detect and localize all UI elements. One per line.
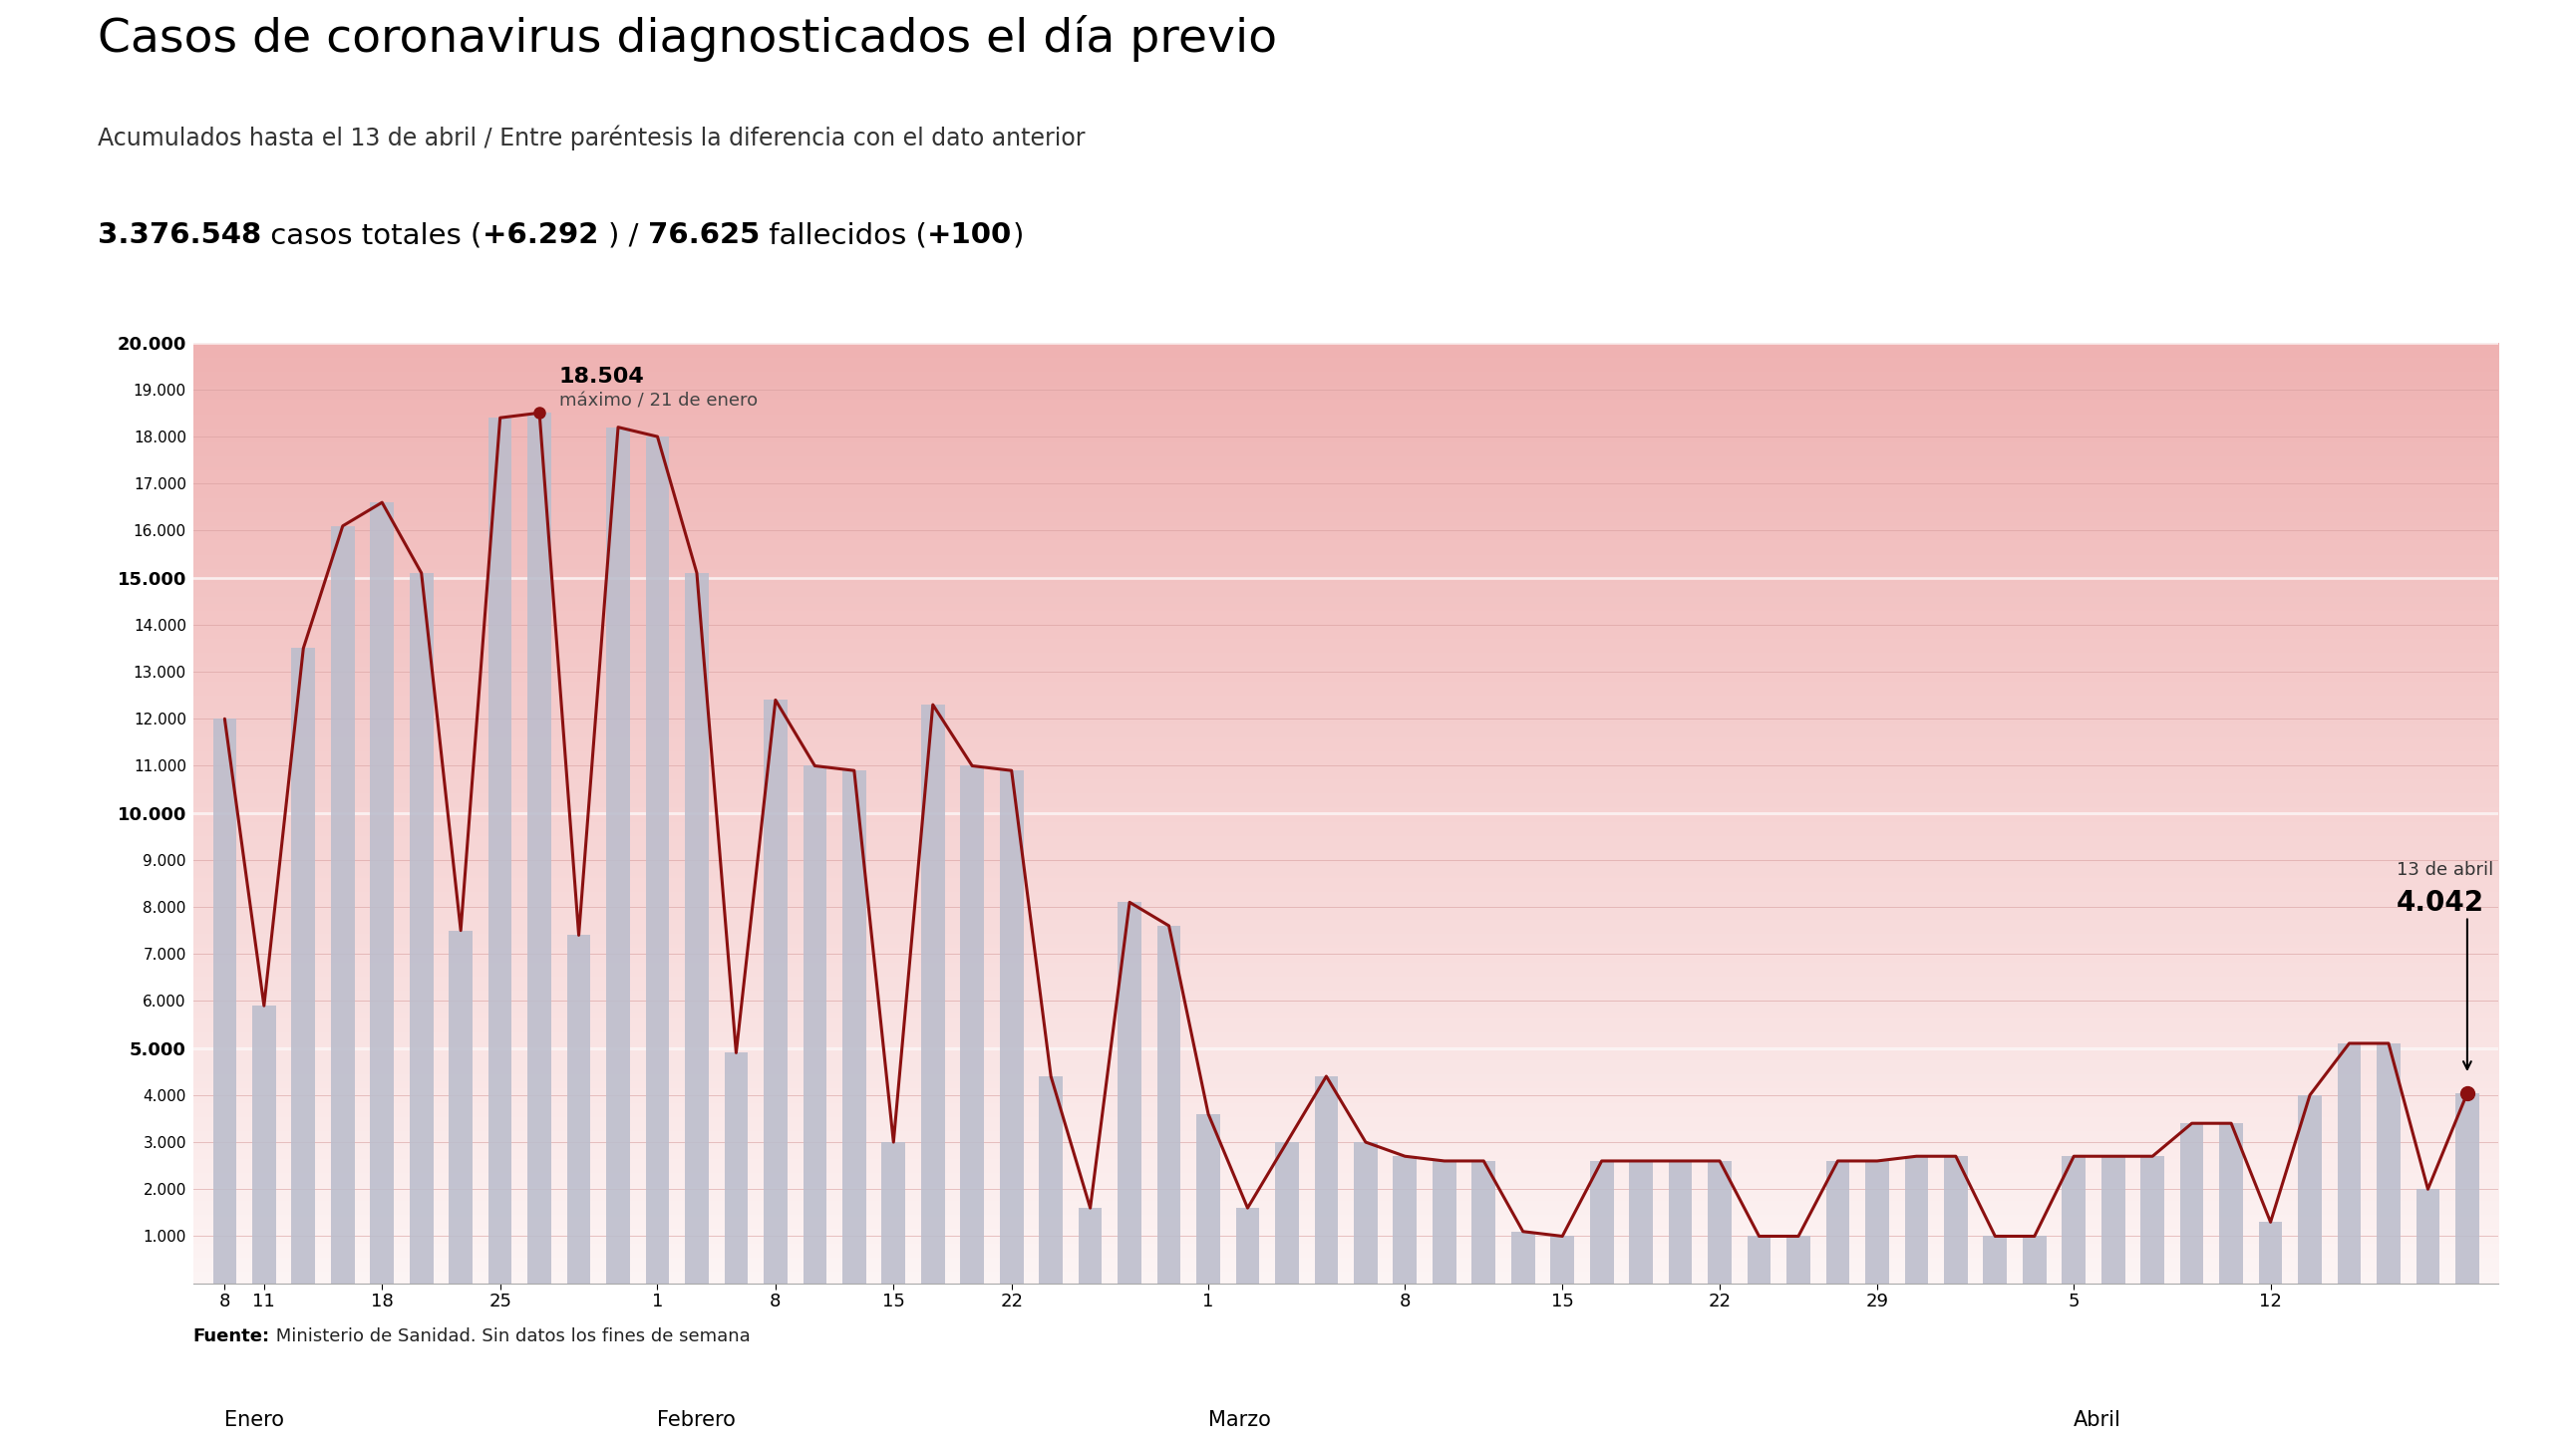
Bar xyxy=(2336,1044,2362,1283)
Bar xyxy=(1038,1076,1064,1283)
Text: Marzo: Marzo xyxy=(1208,1411,1270,1430)
Bar xyxy=(1984,1237,2007,1283)
Bar xyxy=(1157,925,1180,1283)
Bar xyxy=(1355,1143,1378,1283)
Bar xyxy=(2179,1124,2202,1283)
Bar xyxy=(961,766,984,1283)
Bar xyxy=(724,1053,747,1283)
Bar xyxy=(1079,1208,1103,1283)
Text: ) /: ) / xyxy=(608,222,649,249)
Text: Casos de coronavirus diagnosticados el día previo: Casos de coronavirus diagnosticados el d… xyxy=(98,14,1278,61)
Bar xyxy=(252,1006,276,1283)
Bar xyxy=(762,700,788,1283)
Bar xyxy=(2455,1093,2478,1283)
Text: 76.625: 76.625 xyxy=(649,222,760,249)
Bar xyxy=(1394,1156,1417,1283)
Bar xyxy=(1432,1161,1455,1283)
Bar xyxy=(922,705,945,1283)
Bar xyxy=(1747,1237,1770,1283)
Bar xyxy=(2102,1156,2125,1283)
Bar xyxy=(371,503,394,1283)
Text: Febrero: Febrero xyxy=(657,1411,737,1430)
Bar xyxy=(1904,1156,1929,1283)
Text: 18.504: 18.504 xyxy=(559,367,644,387)
Bar xyxy=(605,428,631,1283)
Bar xyxy=(1471,1161,1497,1283)
Text: 13 de abril: 13 de abril xyxy=(2396,861,2494,879)
Text: +6.292: +6.292 xyxy=(482,222,608,249)
Bar xyxy=(1865,1161,1888,1283)
Bar xyxy=(1195,1114,1221,1283)
Text: Fuente:: Fuente: xyxy=(193,1328,270,1346)
Bar xyxy=(330,526,355,1283)
Bar xyxy=(2022,1237,2045,1283)
Bar xyxy=(1118,902,1141,1283)
Text: fallecidos (: fallecidos ( xyxy=(760,222,927,249)
Text: Acumulados hasta el 13 de abril / Entre paréntesis la diferencia con el dato ant: Acumulados hasta el 13 de abril / Entre … xyxy=(98,125,1084,151)
Bar xyxy=(685,573,708,1283)
Bar xyxy=(1708,1161,1731,1283)
Text: Enero: Enero xyxy=(224,1411,283,1430)
Bar xyxy=(1589,1161,1613,1283)
Bar xyxy=(1669,1161,1692,1283)
Text: Ministerio de Sanidad. Sin datos los fines de semana: Ministerio de Sanidad. Sin datos los fin… xyxy=(270,1328,750,1346)
Bar xyxy=(2221,1124,2244,1283)
Bar xyxy=(489,418,513,1283)
Text: ): ) xyxy=(1012,222,1023,249)
Bar xyxy=(804,766,827,1283)
Bar xyxy=(1314,1076,1337,1283)
Text: máximo / 21 de enero: máximo / 21 de enero xyxy=(559,393,757,410)
Text: +100: +100 xyxy=(927,222,1012,249)
Bar xyxy=(1788,1237,1811,1283)
Bar xyxy=(2378,1044,2401,1283)
Bar xyxy=(567,935,590,1283)
Bar xyxy=(1551,1237,1574,1283)
Text: casos totales (: casos totales ( xyxy=(263,222,482,249)
Bar xyxy=(528,413,551,1283)
Bar xyxy=(448,931,471,1283)
Bar xyxy=(2061,1156,2087,1283)
Bar xyxy=(1275,1143,1298,1283)
Bar xyxy=(842,770,866,1283)
Bar xyxy=(2298,1095,2321,1283)
Bar xyxy=(647,436,670,1283)
Bar xyxy=(881,1143,904,1283)
Bar xyxy=(1826,1161,1850,1283)
Bar xyxy=(1236,1208,1260,1283)
Bar xyxy=(1628,1161,1654,1283)
Bar xyxy=(2141,1156,2164,1283)
Bar xyxy=(999,770,1023,1283)
Bar xyxy=(410,573,433,1283)
Bar xyxy=(291,648,314,1283)
Bar xyxy=(1945,1156,1968,1283)
Bar xyxy=(1512,1231,1535,1283)
Bar xyxy=(2259,1222,2282,1283)
Text: 3.376.548: 3.376.548 xyxy=(98,222,263,249)
Bar xyxy=(2416,1189,2439,1283)
Text: Abril: Abril xyxy=(2074,1411,2123,1430)
Text: 4.042: 4.042 xyxy=(2396,889,2483,916)
Bar xyxy=(214,719,237,1283)
